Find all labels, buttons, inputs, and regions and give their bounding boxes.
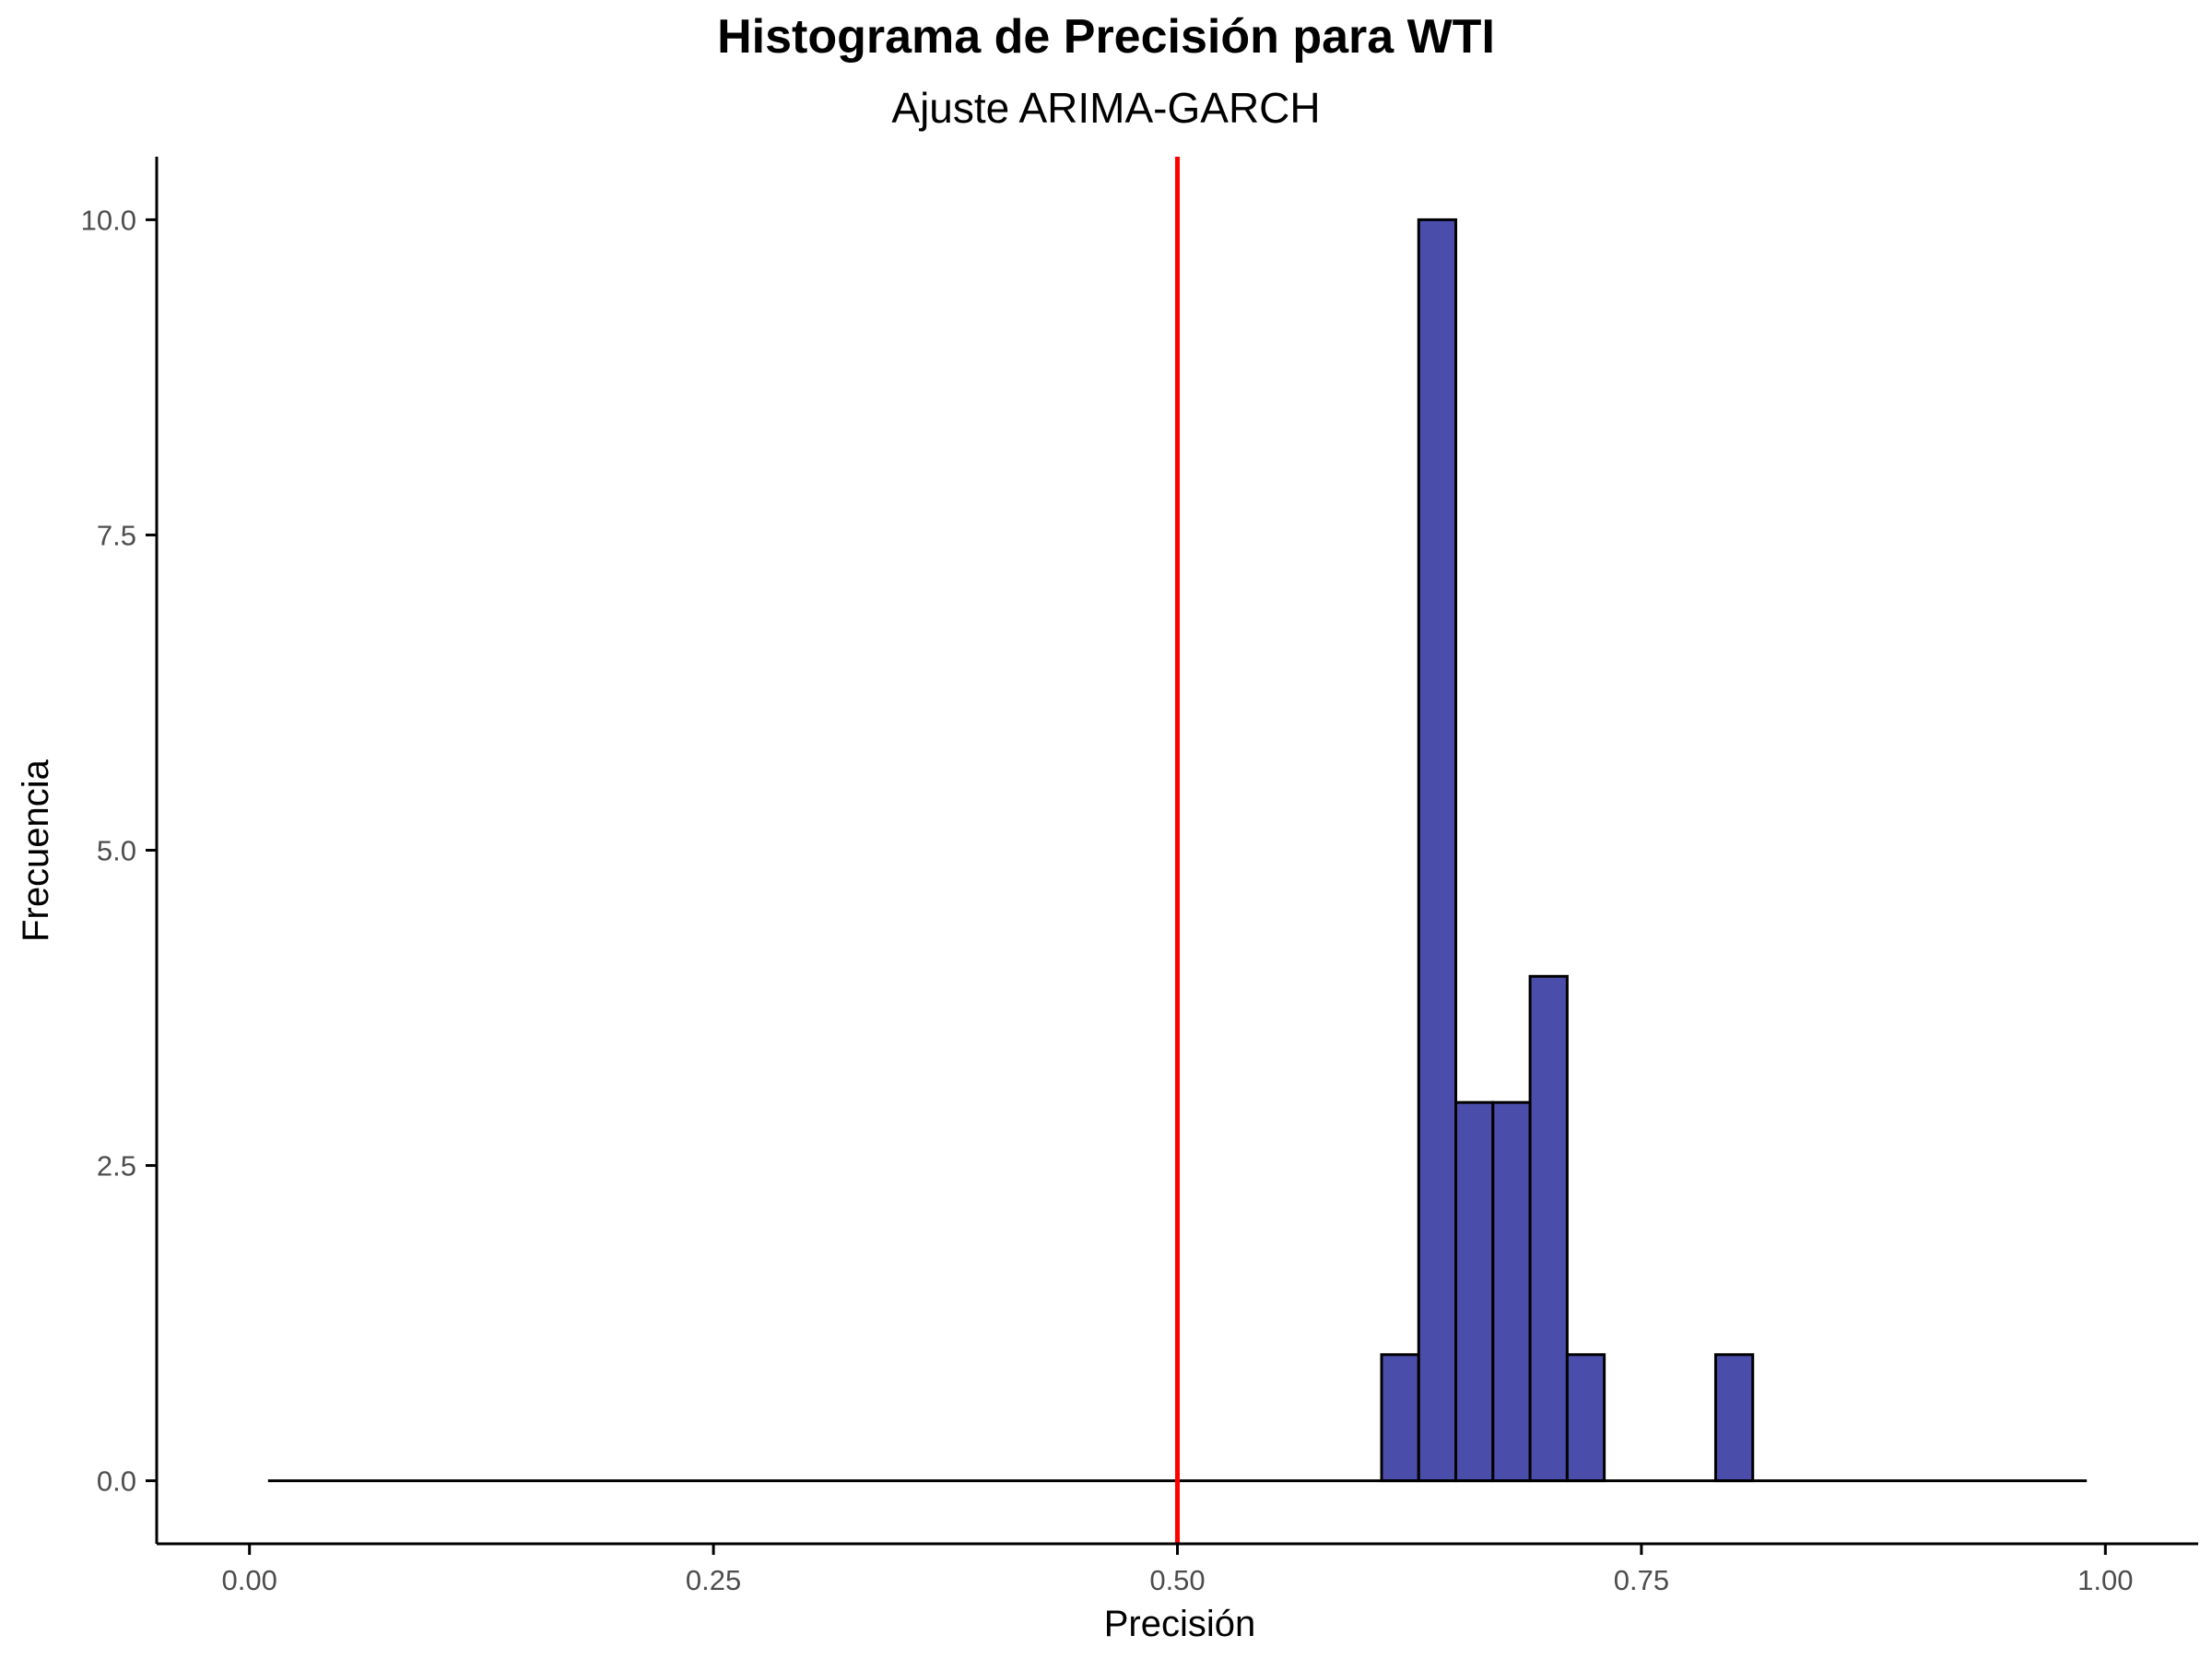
y-axis-ticks: 0.0 2.5 5.0 7.5 10.0 — [81, 204, 157, 1498]
histogram-bar-4 — [1528, 974, 1569, 1483]
y-axis-title: Frecuencia — [16, 759, 56, 942]
x-tick-label-1: 0.25 — [686, 1564, 741, 1596]
y-tick-label-0: 0.0 — [97, 1465, 136, 1498]
chart-subtitle: Ajuste ARIMA-GARCH — [891, 84, 1321, 132]
x-tick-label-0: 0.00 — [222, 1564, 277, 1596]
chart-title: Histograma de Precisión para WTI — [717, 10, 1495, 64]
x-tick-label-2: 0.50 — [1149, 1564, 1205, 1596]
y-tick-label-4: 10.0 — [81, 204, 136, 236]
x-axis-title: Precisión — [1104, 1604, 1256, 1644]
histogram-bar-0 — [1380, 1353, 1420, 1483]
histogram-bar-5 — [1565, 1353, 1606, 1483]
histogram-bar-1 — [1417, 218, 1458, 1483]
x-tick-label-3: 0.75 — [1614, 1564, 1669, 1596]
histogram-bars — [1380, 218, 1755, 1483]
x-tick-label-4: 1.00 — [2077, 1564, 2133, 1596]
y-tick-label-1: 2.5 — [97, 1150, 136, 1182]
y-tick-label-2: 5.0 — [97, 835, 136, 867]
histogram-bar-2 — [1454, 1100, 1495, 1483]
histogram-bar-6 — [1713, 1353, 1755, 1483]
histogram-bar-3 — [1491, 1100, 1532, 1483]
y-tick-label-3: 7.5 — [97, 519, 136, 551]
x-axis-ticks: 0.00 0.25 0.50 0.75 1.00 — [222, 1544, 2133, 1596]
